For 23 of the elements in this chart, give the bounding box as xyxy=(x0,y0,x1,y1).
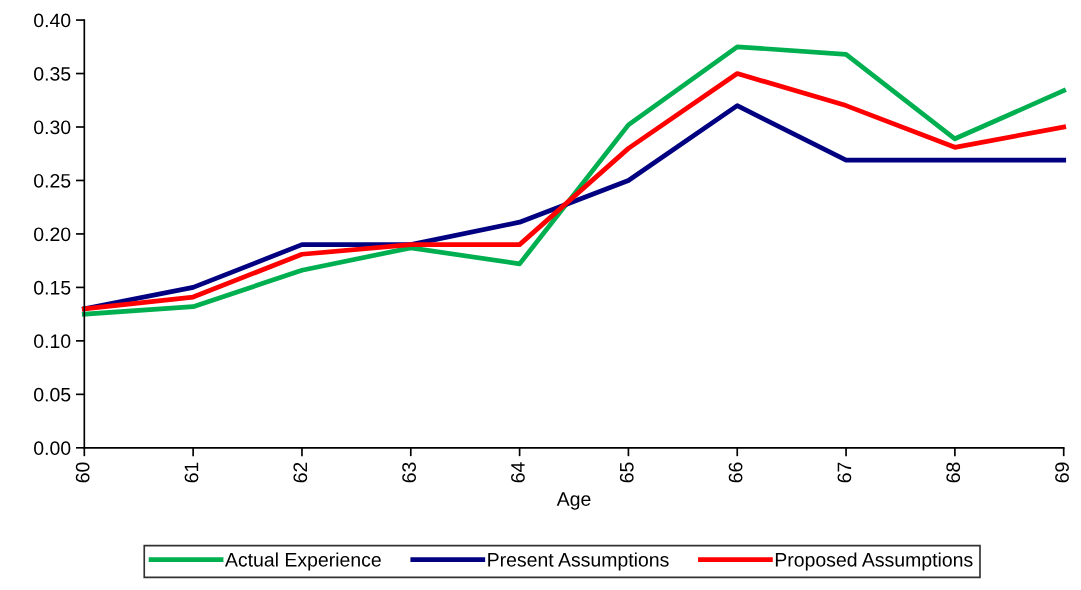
y-tick-label: 0.15 xyxy=(34,280,71,295)
x-tick-label: 67 xyxy=(837,462,852,483)
x-tick-label: 61 xyxy=(184,462,199,483)
y-tick-label: 0.35 xyxy=(34,67,71,81)
x-tick-label: 63 xyxy=(402,462,416,483)
x-tick-label: 60 xyxy=(75,462,90,483)
y-tick-label: 0.20 xyxy=(34,227,71,242)
legend-label: Actual Experience xyxy=(224,552,381,571)
y-tick-label: 0.25 xyxy=(34,173,71,188)
x-tick-label: 69 xyxy=(1055,462,1069,483)
x-axis-title: Age xyxy=(556,492,591,510)
x-tick-label: 66 xyxy=(728,462,743,483)
x-tick-label: 64 xyxy=(511,462,525,483)
y-tick-label: 0.00 xyxy=(34,441,71,456)
legend-label: Present Assumptions xyxy=(488,552,669,571)
y-tick-label: 0.10 xyxy=(34,334,71,349)
y-tick-label: 0.30 xyxy=(34,120,71,135)
x-tick-label: 68 xyxy=(946,462,961,483)
y-tick-label: 0.05 xyxy=(34,387,71,402)
x-tick-label: 65 xyxy=(619,462,634,483)
legend-label: Proposed Assumptions xyxy=(775,552,973,571)
x-tick-label: 62 xyxy=(293,462,308,483)
y-tick-label: 0.40 xyxy=(34,13,71,28)
